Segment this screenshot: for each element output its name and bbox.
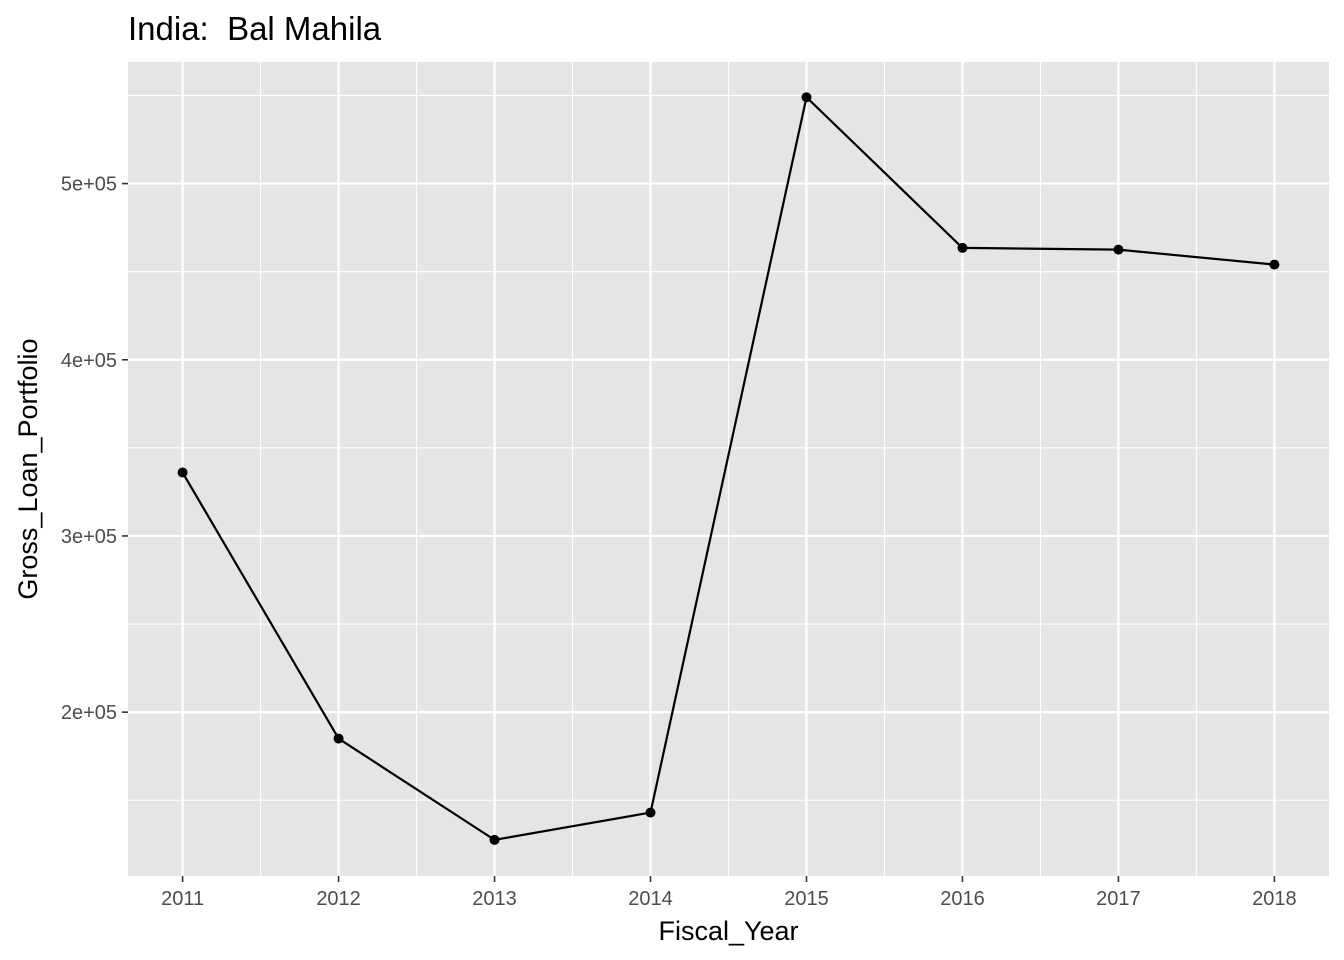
series-layer [177, 92, 1280, 845]
major-gridlines [128, 62, 1329, 876]
data-point-2017 [1113, 244, 1124, 255]
y-tick-label: 4e+05 [61, 350, 117, 372]
data-point-2014 [645, 807, 656, 818]
x-tick-label: 2017 [1096, 888, 1141, 910]
x-tick-label: 2011 [161, 888, 204, 910]
y-tick-label: 5e+05 [61, 174, 117, 196]
x-tick-label: 2016 [940, 888, 985, 910]
x-tick-label: 2014 [628, 888, 673, 910]
y-tick-label: 3e+05 [61, 526, 117, 548]
y-axis-ticks: 2e+05 3e+05 4e+05 5e+05 [61, 174, 128, 724]
x-axis-ticks: 2011 2012 2013 2014 2015 2016 2017 2018 [161, 876, 1297, 910]
minor-gridlines [128, 62, 1329, 876]
x-axis-title: Fiscal_Year [658, 916, 798, 946]
data-point-2011 [177, 467, 188, 478]
data-point-2013 [489, 834, 500, 845]
x-tick-label: 2015 [784, 888, 829, 910]
chart-title: India: Bal Mahila [128, 10, 382, 47]
data-point-2012 [333, 733, 344, 744]
data-point-2016 [957, 242, 968, 253]
data-point-2018 [1269, 259, 1280, 270]
series-line [181, 95, 1275, 842]
x-tick-label: 2018 [1252, 888, 1297, 910]
data-point-2015 [801, 92, 812, 103]
x-tick-label: 2013 [472, 888, 517, 910]
y-axis-title: Gross_Loan_Portfolio [13, 338, 43, 599]
y-tick-label: 2e+05 [61, 702, 117, 724]
x-tick-label: 2012 [316, 888, 361, 910]
